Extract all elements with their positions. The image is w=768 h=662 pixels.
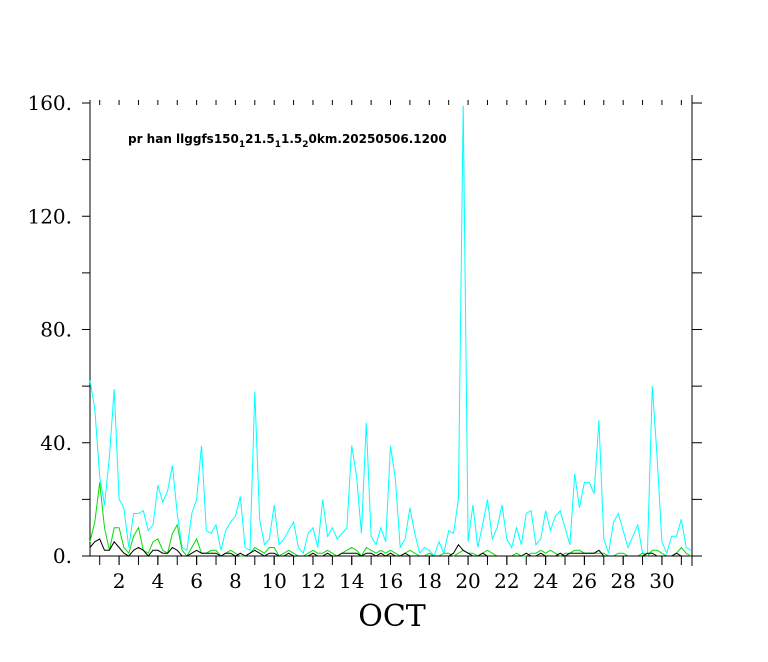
title-part: 1 — [239, 140, 245, 150]
x-tick-label: 10 — [261, 569, 286, 593]
x-tick-label: 16 — [378, 569, 403, 593]
title-part: 1.5 — [281, 132, 302, 146]
x-tick-label: 18 — [417, 569, 442, 593]
y-tick-label: 40. — [40, 431, 72, 455]
chart-title: pr han llggfs150121.511.520km.20250506.1… — [128, 132, 447, 150]
title-part: 0km.20250506.1200 — [309, 132, 447, 146]
x-tick-label: 30 — [649, 569, 674, 593]
title-part: 1 — [275, 140, 281, 150]
x-tick-label: 22 — [494, 569, 519, 593]
x-tick-label: 12 — [300, 569, 325, 593]
x-tick-label: 6 — [190, 569, 203, 593]
x-tick-label: 20 — [455, 569, 480, 593]
series-line — [89, 105, 692, 557]
title-part: 21.5 — [245, 132, 275, 146]
y-tick-label: 160. — [27, 91, 72, 115]
y-tick-label: 80. — [40, 318, 72, 342]
series-line — [89, 538, 687, 557]
x-tick-label: 14 — [339, 569, 364, 593]
x-tick-label: 4 — [151, 569, 164, 593]
y-tick-label: 0. — [53, 544, 72, 568]
x-tick-label: 2 — [113, 569, 126, 593]
series-line — [89, 482, 692, 557]
x-tick-label: 24 — [533, 569, 558, 593]
x-tick-label: 26 — [572, 569, 597, 593]
x-axis-label: OCT — [358, 599, 426, 634]
x-tick-label: 28 — [610, 569, 635, 593]
y-tick-label: 120. — [27, 204, 72, 228]
title-part: 2 — [302, 140, 308, 150]
title-part: pr han llggfs150 — [128, 132, 239, 146]
x-tick-label: 8 — [229, 569, 242, 593]
